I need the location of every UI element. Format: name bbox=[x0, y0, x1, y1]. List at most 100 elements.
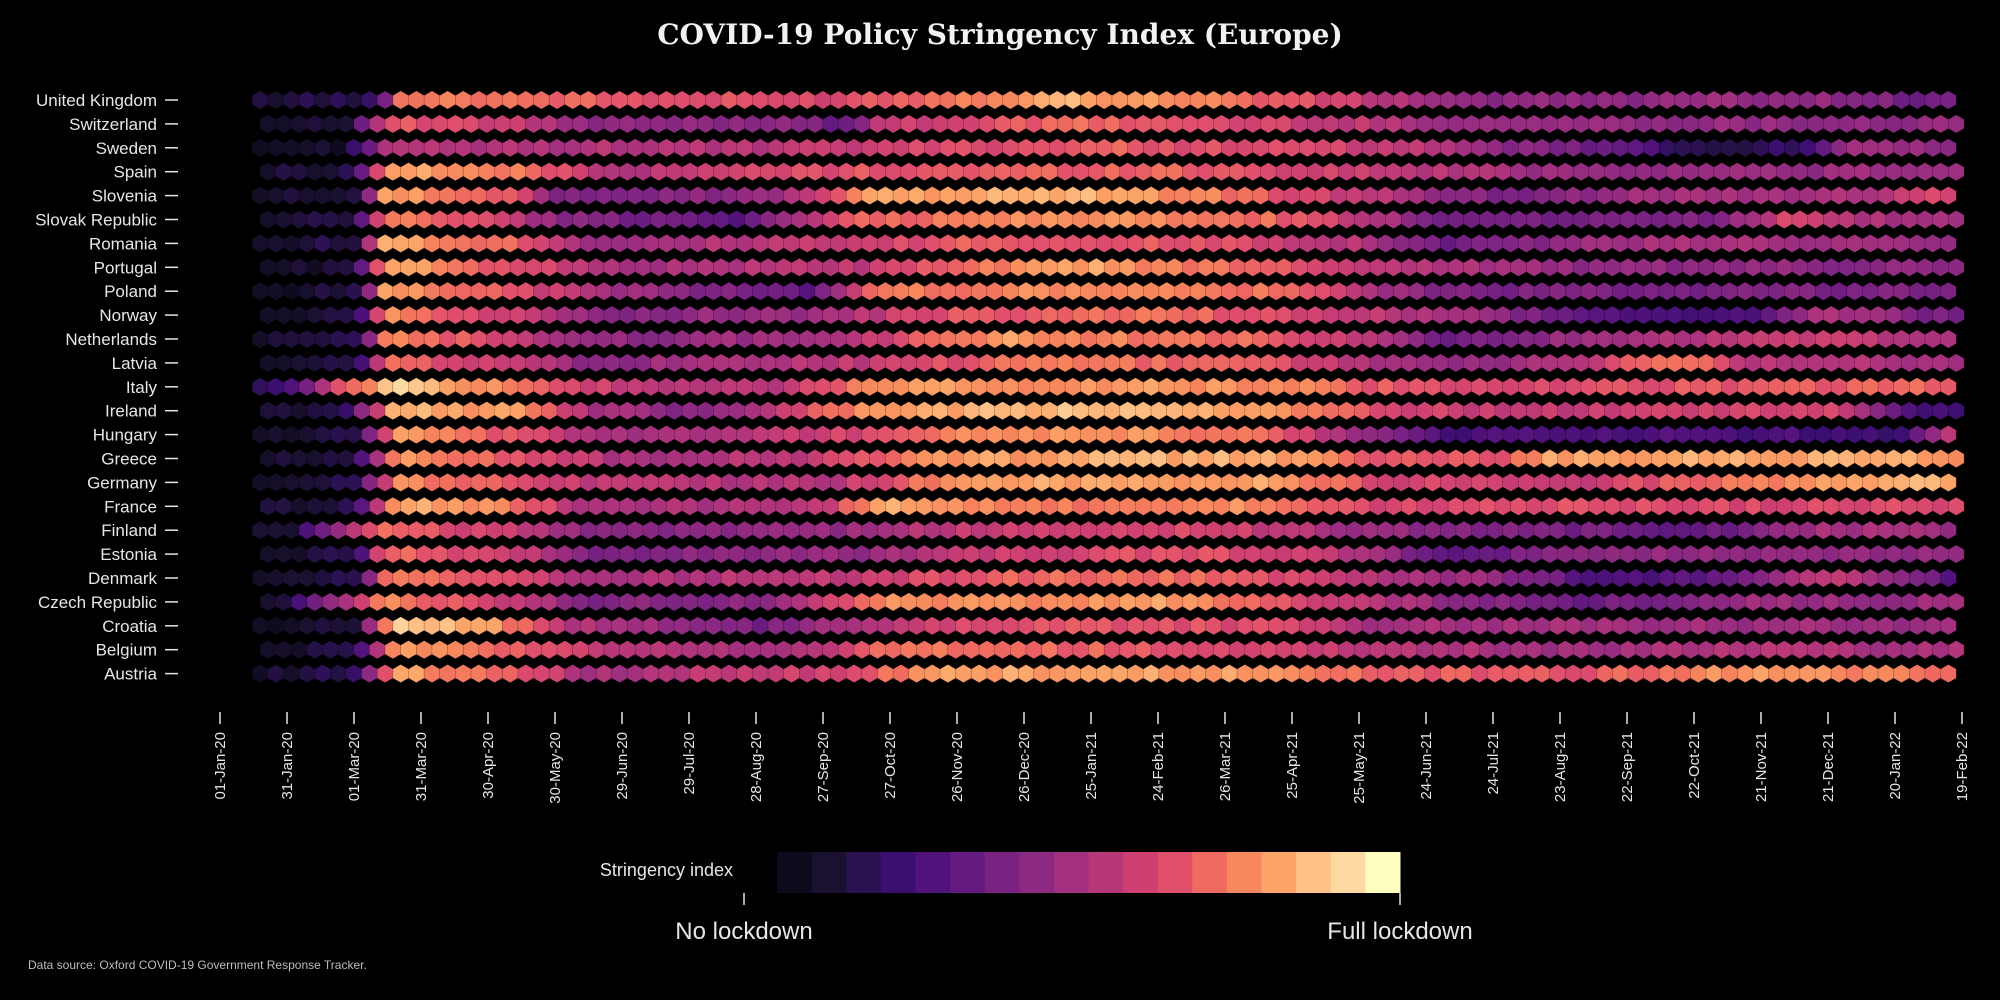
hex-cell bbox=[470, 281, 488, 301]
hex-cell bbox=[970, 664, 988, 684]
hex-cell bbox=[509, 640, 527, 660]
hex-cell bbox=[1729, 305, 1746, 325]
hex-cell bbox=[1666, 496, 1683, 516]
hex-cell bbox=[1557, 114, 1574, 134]
hex-cell bbox=[298, 90, 316, 110]
hex-cell bbox=[1494, 353, 1512, 373]
hex-cell bbox=[1518, 664, 1535, 684]
hex-cell bbox=[353, 592, 370, 612]
hex-cell bbox=[478, 162, 495, 182]
hex-cell bbox=[548, 90, 566, 110]
hex-cell bbox=[1713, 162, 1730, 182]
hex-cell bbox=[713, 401, 730, 421]
hex-cell bbox=[455, 568, 472, 588]
hex-cell bbox=[673, 616, 691, 636]
hex-cell bbox=[1056, 496, 1074, 516]
hex-cell bbox=[548, 520, 566, 540]
hex-cell bbox=[509, 162, 527, 182]
hex-cell bbox=[1580, 186, 1597, 206]
hex-cell bbox=[845, 186, 863, 206]
y-tick-label: Belgium bbox=[96, 641, 157, 660]
hex-cell bbox=[337, 305, 355, 325]
hex-cell bbox=[1658, 472, 1676, 492]
hex-cell bbox=[330, 186, 347, 206]
hex-cell bbox=[322, 305, 339, 325]
hex-cell bbox=[900, 496, 917, 516]
hex-cell bbox=[1854, 640, 1871, 660]
hex-cell bbox=[705, 425, 722, 445]
hex-cell bbox=[1822, 210, 1840, 229]
hex-cell bbox=[439, 329, 456, 349]
hex-cell bbox=[1658, 664, 1676, 684]
hex-cell bbox=[955, 186, 972, 206]
hex-cell bbox=[1635, 592, 1652, 612]
hex-cell bbox=[791, 401, 808, 421]
hex-cell bbox=[791, 544, 808, 564]
hex-cell bbox=[1940, 664, 1957, 684]
hex-cell bbox=[1002, 425, 1019, 445]
hex-cell bbox=[1275, 592, 1293, 612]
hex-cell bbox=[1322, 257, 1340, 277]
hex-cell bbox=[1228, 640, 1246, 660]
hex-cell bbox=[689, 377, 706, 397]
hex-cell bbox=[556, 449, 574, 468]
hex-cell bbox=[1182, 257, 1199, 277]
hex-cell bbox=[650, 353, 667, 373]
hex-cell bbox=[1432, 305, 1449, 325]
hex-cell bbox=[1307, 401, 1324, 421]
hex-cell bbox=[1455, 472, 1472, 492]
legend-swatches bbox=[777, 852, 1401, 893]
hex-cell bbox=[580, 138, 597, 158]
hex-cell bbox=[415, 544, 433, 564]
hex-cell bbox=[1447, 305, 1465, 325]
hex-cell bbox=[861, 138, 878, 158]
hex-cell bbox=[845, 329, 863, 349]
hex-cell bbox=[478, 592, 495, 612]
hex-cell bbox=[853, 449, 871, 468]
hex-cell bbox=[1682, 640, 1699, 660]
hex-cell bbox=[587, 162, 605, 182]
hex-cell bbox=[1783, 472, 1801, 492]
hex-cell bbox=[705, 377, 722, 397]
hex-cell bbox=[1588, 353, 1605, 373]
hex-cell bbox=[931, 640, 949, 660]
hex-cell bbox=[806, 544, 824, 564]
hex-cell bbox=[572, 592, 589, 612]
hex-cell bbox=[1948, 449, 1965, 468]
hex-cell bbox=[916, 592, 933, 612]
hex-cell bbox=[1533, 377, 1551, 397]
hex-cell bbox=[1299, 186, 1316, 206]
hex-cell bbox=[1682, 592, 1699, 612]
hex-cell bbox=[1291, 353, 1308, 373]
hex-cell bbox=[791, 305, 808, 325]
hex-cell bbox=[791, 257, 808, 277]
hex-cell bbox=[1791, 257, 1809, 277]
hex-cell bbox=[1690, 138, 1707, 158]
hex-cell bbox=[587, 496, 605, 516]
hex-cell bbox=[455, 281, 472, 301]
hex-cell bbox=[713, 592, 730, 612]
hex-cell bbox=[900, 353, 917, 373]
hex-cell bbox=[1236, 377, 1254, 397]
hex-cell bbox=[1283, 664, 1300, 684]
hex-cell bbox=[1635, 544, 1652, 564]
x-tick-label: 30-Apr-20 bbox=[480, 732, 497, 799]
hex-cell bbox=[1815, 616, 1832, 636]
hex-cell bbox=[1588, 114, 1605, 134]
hex-cell bbox=[470, 568, 488, 588]
hex-cell bbox=[1385, 544, 1402, 564]
hex-cell bbox=[681, 401, 699, 421]
hex-cell bbox=[1674, 520, 1691, 540]
hex-cell bbox=[1502, 425, 1519, 445]
hex-cell bbox=[587, 401, 605, 421]
hex-cell bbox=[1166, 449, 1183, 468]
hex-cell bbox=[533, 568, 550, 588]
hex-cell bbox=[376, 233, 394, 253]
hex-cell bbox=[634, 162, 652, 182]
hex-cell bbox=[1721, 664, 1738, 684]
hex-cell bbox=[1893, 138, 1910, 158]
hex-cell bbox=[697, 496, 714, 516]
hex-cell bbox=[1236, 664, 1254, 684]
hex-cell bbox=[1557, 257, 1574, 277]
hex-cell bbox=[1025, 257, 1043, 277]
